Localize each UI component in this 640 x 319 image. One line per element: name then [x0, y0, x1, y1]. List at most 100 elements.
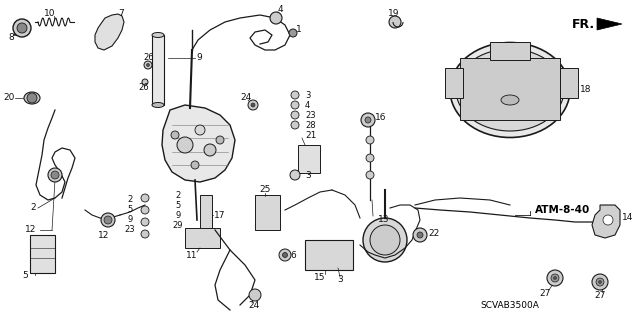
Bar	[445, 68, 463, 98]
Circle shape	[101, 213, 115, 227]
Text: 3: 3	[305, 170, 311, 180]
Circle shape	[248, 100, 258, 110]
Bar	[185, 228, 220, 248]
Text: 5: 5	[127, 205, 132, 214]
Text: 8: 8	[8, 33, 13, 41]
Bar	[14, 22, 24, 34]
Circle shape	[363, 218, 407, 262]
Text: SCVAB3500A: SCVAB3500A	[481, 300, 540, 309]
Text: 15: 15	[314, 273, 326, 283]
Text: 28: 28	[305, 121, 316, 130]
Circle shape	[596, 278, 604, 286]
Text: 5: 5	[175, 201, 180, 210]
Circle shape	[13, 19, 31, 37]
Polygon shape	[597, 18, 622, 30]
Text: 3: 3	[305, 91, 310, 100]
Bar	[298, 145, 320, 173]
Bar	[255, 195, 280, 230]
Text: 9: 9	[196, 54, 202, 63]
Text: 9: 9	[175, 211, 180, 219]
Circle shape	[104, 216, 112, 224]
Circle shape	[279, 249, 291, 261]
Text: 4: 4	[305, 100, 310, 109]
Polygon shape	[592, 205, 620, 238]
Circle shape	[171, 131, 179, 139]
Circle shape	[51, 171, 59, 179]
Text: 13: 13	[378, 216, 390, 225]
Circle shape	[249, 289, 261, 301]
Text: 20: 20	[4, 93, 15, 102]
Ellipse shape	[456, 49, 564, 131]
Circle shape	[141, 218, 149, 226]
Circle shape	[141, 230, 149, 238]
Text: 26: 26	[138, 84, 148, 93]
Ellipse shape	[450, 42, 570, 137]
Text: 25: 25	[259, 186, 271, 195]
Circle shape	[144, 61, 152, 69]
Text: ATM-8-40: ATM-8-40	[535, 205, 590, 215]
Circle shape	[17, 23, 27, 33]
Text: 18: 18	[580, 85, 591, 94]
Text: 23: 23	[305, 110, 316, 120]
Text: 2: 2	[127, 196, 132, 204]
Circle shape	[48, 168, 62, 182]
Circle shape	[291, 121, 299, 129]
Circle shape	[289, 29, 297, 37]
Circle shape	[598, 280, 602, 284]
Circle shape	[291, 101, 299, 109]
Text: FR.: FR.	[572, 18, 595, 31]
Text: 23: 23	[125, 226, 135, 234]
Circle shape	[142, 79, 148, 85]
Ellipse shape	[501, 95, 519, 105]
Text: 21: 21	[305, 130, 316, 139]
Circle shape	[547, 270, 563, 286]
Text: 22: 22	[428, 228, 439, 238]
Circle shape	[147, 63, 150, 66]
Text: 29: 29	[173, 220, 183, 229]
Circle shape	[216, 136, 224, 144]
Ellipse shape	[152, 33, 164, 38]
Bar	[200, 195, 212, 235]
Bar	[560, 68, 578, 98]
Text: 19: 19	[388, 10, 399, 19]
Text: 2: 2	[30, 204, 36, 212]
Bar	[460, 58, 560, 120]
Circle shape	[370, 225, 400, 255]
Bar	[30, 235, 55, 273]
Bar	[152, 35, 164, 105]
Circle shape	[551, 274, 559, 282]
Circle shape	[366, 171, 374, 179]
Text: 1: 1	[296, 26, 301, 34]
Text: 7: 7	[118, 10, 124, 19]
Circle shape	[603, 215, 613, 225]
Text: 11: 11	[186, 250, 198, 259]
Text: 24: 24	[240, 93, 252, 102]
Circle shape	[177, 137, 193, 153]
Circle shape	[191, 161, 199, 169]
Circle shape	[554, 277, 557, 279]
Text: 6: 6	[290, 250, 296, 259]
Text: 24: 24	[248, 300, 259, 309]
Text: 12: 12	[98, 231, 109, 240]
Circle shape	[592, 274, 608, 290]
Text: 9: 9	[127, 216, 132, 225]
Circle shape	[282, 253, 287, 257]
Polygon shape	[162, 105, 235, 182]
Text: 27: 27	[595, 291, 605, 300]
Ellipse shape	[152, 102, 164, 108]
Text: 3: 3	[337, 276, 343, 285]
Bar	[305, 240, 353, 270]
Text: 17: 17	[214, 211, 225, 219]
Text: 14: 14	[622, 213, 634, 222]
Polygon shape	[95, 14, 124, 50]
Circle shape	[361, 113, 375, 127]
Circle shape	[291, 111, 299, 119]
Circle shape	[365, 117, 371, 123]
Circle shape	[417, 232, 423, 238]
Circle shape	[366, 154, 374, 162]
Circle shape	[413, 228, 427, 242]
Circle shape	[141, 194, 149, 202]
Ellipse shape	[24, 92, 40, 104]
Circle shape	[195, 125, 205, 135]
Text: 12: 12	[25, 226, 36, 234]
